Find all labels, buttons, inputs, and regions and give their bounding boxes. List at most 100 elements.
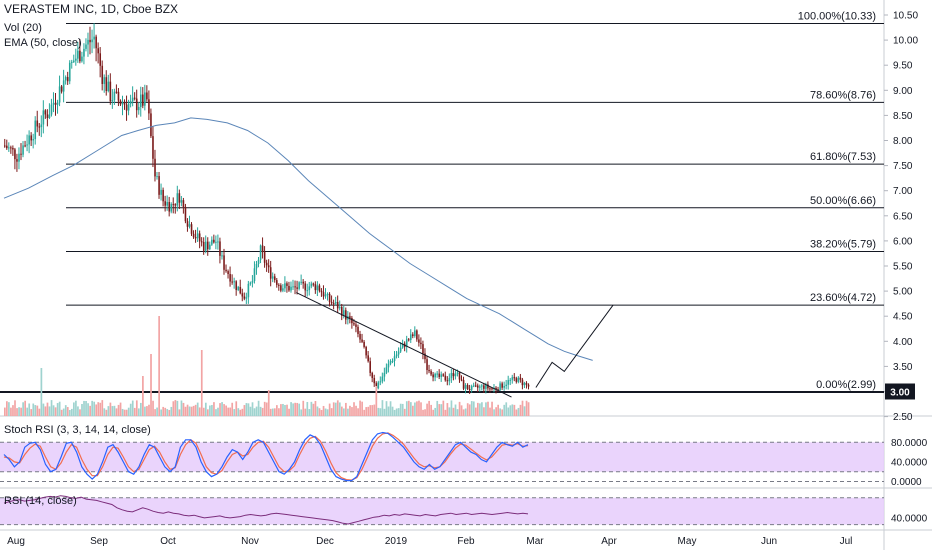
candle-body [146,92,148,100]
volume-bar [235,401,238,416]
volume-bar [36,405,39,416]
candle-body [119,100,122,105]
volume-bar [156,407,158,416]
volume-bar [397,408,400,416]
candle-body [85,44,87,49]
volume-bar [56,403,59,416]
candle-body [34,120,37,140]
volume-bar [312,403,315,416]
candle-body [407,339,410,341]
volume-bar [93,401,96,416]
price-panel[interactable]: 100.00%(10.33) 78.60%(8.76) 61.80%(7.53) 50… [0,11,884,416]
candle-body [481,385,483,387]
volume-bar [174,400,177,416]
candle-body [89,39,91,43]
volume-bar [129,403,132,416]
volume-bar [493,409,495,416]
time-tick-label: Apr [601,536,617,547]
candle-body [243,296,246,299]
volume-bar [320,409,323,416]
price-tick-label: 5.50 [893,262,913,273]
stoch-rsi-panel[interactable] [0,431,884,483]
candle-body [249,282,252,284]
candle-body [468,389,471,391]
volume-bar [479,403,481,416]
volume-bar [497,404,499,416]
volume-bar [304,408,307,416]
volume-bar [196,402,199,416]
candle-body [174,204,177,206]
volume-bar [8,402,10,416]
candle-body [440,374,443,378]
candle-body [324,294,327,297]
candle-body [105,77,108,91]
candle-body [474,385,477,387]
volume-bar [261,407,264,416]
price-tick-label: 6.50 [893,211,913,222]
candle-body [436,373,438,375]
volume-bar [166,409,169,416]
candle-body [113,91,116,101]
volume-bar [410,402,412,416]
candle-body [70,61,73,63]
stoch-rsi-tick-label: 0.0000 [891,477,922,488]
rsi-panel[interactable] [0,495,884,526]
volume-bar [515,409,518,416]
candle-body [81,56,83,62]
time-tick-label: Mar [526,536,544,547]
volume-bar [154,409,156,416]
candle-body [296,287,298,289]
candle-body [338,306,341,309]
candle-body [77,50,79,59]
candle-body [227,271,229,275]
trend-line [296,292,512,398]
projection-path [535,304,614,388]
time-tick-label: Sep [90,536,108,547]
volume-bar [391,406,394,416]
volume-bar [332,402,335,416]
volume-bar [487,401,489,416]
candle-body [219,241,221,256]
volume-bar [407,400,410,416]
volume-bar [357,408,359,416]
candle-body [131,97,134,102]
volume-bar [257,400,260,416]
volume-bar [117,404,120,416]
last-price-badge [885,383,915,400]
volume-bar [52,405,55,416]
volume-bar [517,407,520,416]
fib-level-label: 78.60%(8.76) [810,89,876,101]
candle-body [312,283,315,285]
volume-bar [302,400,305,416]
volume-bar [456,409,459,416]
volume-bar [125,409,128,416]
volume-bar [464,408,467,416]
volume-bar [111,406,114,416]
candle-body [483,385,485,389]
price-tick-label: 10.50 [893,11,918,22]
candle-body [140,94,142,107]
candle-body [286,283,288,286]
candle-body [265,262,268,266]
candle-body [68,62,71,82]
candle-body [472,385,475,387]
candle-body [511,377,514,380]
candle-body [515,378,518,382]
candle-body [6,145,8,149]
volume-bar [202,407,205,416]
candle-body [288,285,290,291]
candle-body [211,239,213,245]
volume-bar [509,405,512,416]
volume-bar [101,400,104,416]
candle-body [121,102,124,105]
candle-body [247,283,250,298]
candle-body [225,269,227,272]
volume-bar [448,407,451,416]
volume-bar [483,407,485,416]
volume-bar [231,402,234,416]
time-tick-label: Aug [7,536,25,547]
volume-bar [513,404,516,416]
candle-body [456,372,459,374]
candle-body [410,334,412,341]
